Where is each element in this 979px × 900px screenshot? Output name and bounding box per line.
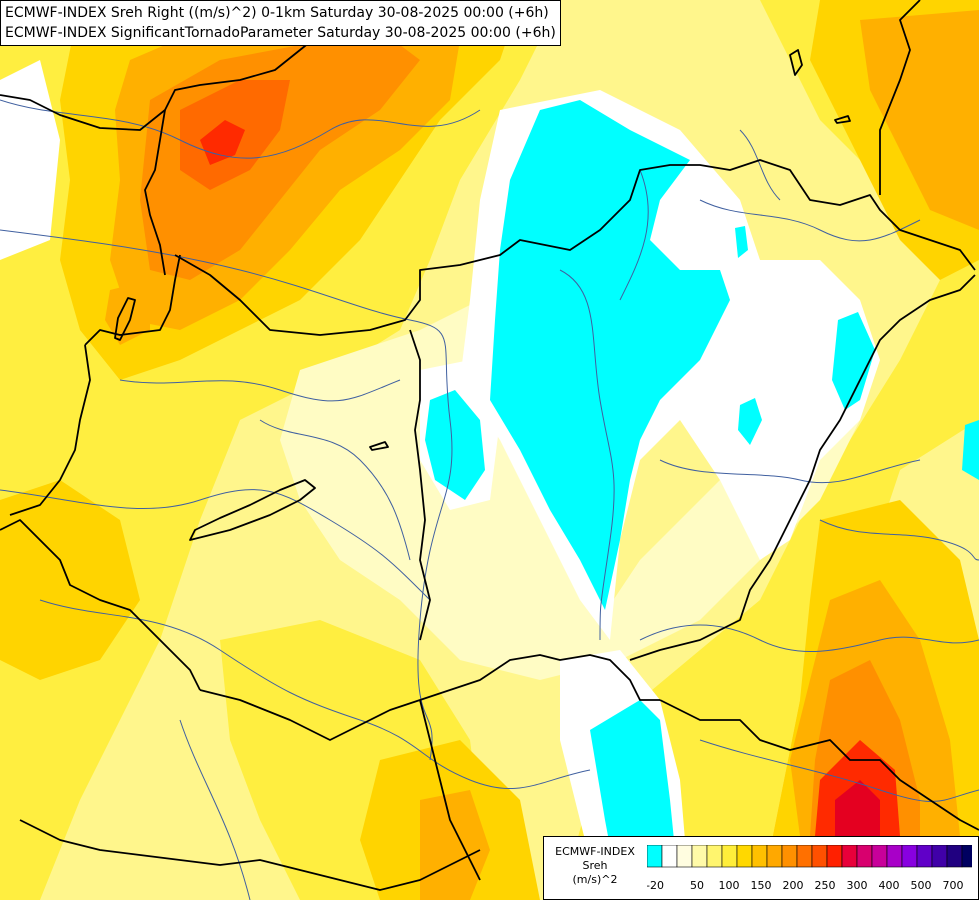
legend-swatch <box>931 845 948 868</box>
border-serbia-romania <box>659 699 979 831</box>
sreh-contour-orange1-northeast <box>860 10 979 230</box>
river-line <box>739 129 781 201</box>
legend-title-variable: Sreh <box>582 859 608 872</box>
legend-tick-label: 150 <box>751 879 772 892</box>
legend-swatch <box>766 845 783 868</box>
title-line-sreh: ECMWF-INDEX Sreh Right ((m/s)^2) 0-1km S… <box>5 5 549 21</box>
legend-tick-label: 400 <box>879 879 900 892</box>
color-legend: ECMWF-INDEX Sreh (m/s)^2 -20 50 100 150 200 2… <box>543 836 979 900</box>
legend-swatch <box>961 845 972 868</box>
legend-swatch <box>856 845 873 868</box>
border-croatia-bosnia <box>19 819 481 891</box>
sreh-contour-cyan-edge-east <box>962 420 979 480</box>
river-line <box>659 459 921 484</box>
legend-swatch <box>751 845 768 868</box>
sreh-contour-gold-west <box>0 480 140 680</box>
small-lake-outline-3 <box>789 49 803 76</box>
border-hungary-ukraine <box>879 0 921 195</box>
legend-swatch <box>647 845 663 868</box>
legend-swatch <box>736 845 753 868</box>
legend-title-unit: (m/s)^2 <box>572 873 618 886</box>
river-line <box>559 269 615 641</box>
river-line <box>0 99 481 159</box>
border-hungary-romania <box>629 274 976 661</box>
legend-swatch <box>781 845 798 868</box>
legend-swatch <box>676 845 693 868</box>
sreh-contour-red-northwest <box>200 120 245 165</box>
small-lake-outline-2 <box>834 115 851 124</box>
legend-swatch <box>661 845 678 868</box>
legend-swatch <box>721 845 738 868</box>
river-line <box>0 489 431 601</box>
border-czechia-west <box>144 109 166 276</box>
lake-neusiedl-outline <box>114 297 136 341</box>
sreh-contour-cyan-east <box>832 312 875 410</box>
border-slovenia <box>0 519 201 691</box>
small-lake-outline <box>369 441 389 451</box>
legend-tick-label: -20 <box>647 879 664 892</box>
river-line <box>179 719 251 900</box>
river-line <box>259 419 411 561</box>
river-line <box>819 519 979 561</box>
legend-swatch <box>886 845 903 868</box>
legend-tick-labels: -20 50 100 150 200 250 300 400 500 700 <box>647 879 964 892</box>
border-austria-czechia <box>84 254 181 346</box>
legend-swatch <box>841 845 858 868</box>
river-line <box>39 599 591 790</box>
river-network <box>0 99 979 900</box>
sreh-contour-orange1-south <box>420 790 490 900</box>
map-title-box: ECMWF-INDEX Sreh Right ((m/s)^2) 0-1km S… <box>0 0 561 46</box>
border-croatia-hungary <box>199 654 660 741</box>
legend-tick-label: 50 <box>690 879 704 892</box>
river-line <box>699 739 979 802</box>
legend-swatch <box>916 845 933 868</box>
legend-tick-label: 200 <box>783 879 804 892</box>
legend-swatch <box>871 845 888 868</box>
legend-swatch <box>946 845 963 868</box>
legend-tick-label: 500 <box>911 879 932 892</box>
legend-title-source: ECMWF-INDEX <box>555 845 635 858</box>
legend-tick-label: 300 <box>847 879 868 892</box>
legend-swatch <box>691 845 708 868</box>
river-line <box>619 169 649 301</box>
lake-balaton-outline <box>189 479 316 541</box>
river-line <box>119 379 401 402</box>
border-austria-hungary <box>409 329 431 641</box>
river-line <box>0 229 453 761</box>
border-austria-west <box>9 344 91 516</box>
title-line-stp: ECMWF-INDEX SignificantTornadoParameter … <box>5 25 556 41</box>
sreh-contour-cyan-northeast-small <box>735 226 748 258</box>
legend-swatch <box>811 845 828 868</box>
legend-swatch <box>796 845 813 868</box>
legend-title: ECMWF-INDEX Sreh (m/s)^2 <box>550 845 640 887</box>
border-czechia-slovakia <box>174 159 976 336</box>
legend-tick-label: 100 <box>719 879 740 892</box>
sreh-contour-cyan-central <box>490 100 730 610</box>
sreh-contour-cyan-small <box>738 398 762 445</box>
river-line <box>639 624 979 653</box>
sreh-contour-cyan-west <box>425 390 485 500</box>
legend-tick-label: 250 <box>815 879 836 892</box>
legend-swatch <box>826 845 843 868</box>
legend-tick-label: 700 <box>943 879 964 892</box>
river-line <box>699 199 921 242</box>
sreh-contour-darkred-southeast <box>835 780 880 836</box>
sreh-contour-orange2-northwest <box>140 30 420 280</box>
legend-swatch <box>901 845 918 868</box>
legend-swatches <box>647 845 972 868</box>
border-serbia <box>419 699 481 881</box>
legend-swatch <box>706 845 723 868</box>
